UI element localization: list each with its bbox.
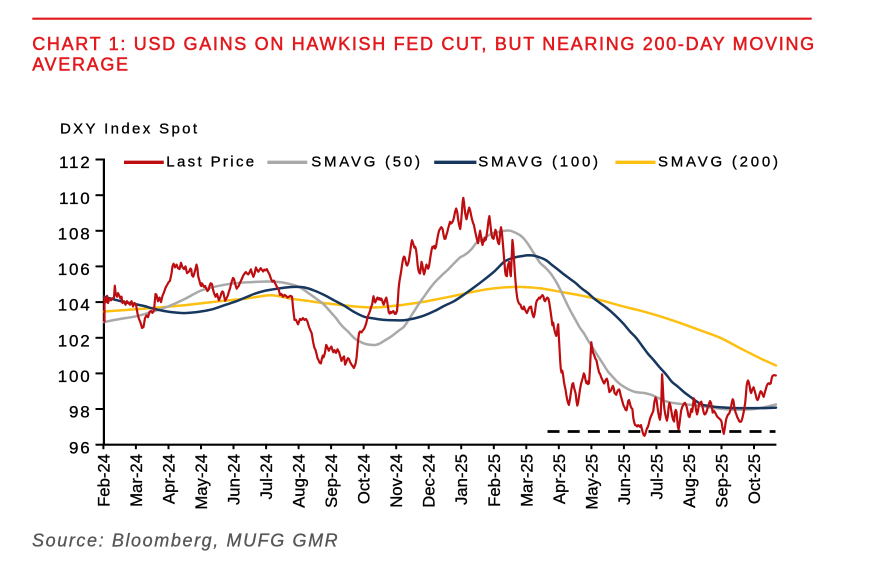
svg-text:102: 102 xyxy=(58,331,92,350)
svg-text:Aug-25: Aug-25 xyxy=(680,454,699,508)
svg-text:Feb-24: Feb-24 xyxy=(94,454,113,507)
svg-text:CHART 1: USD GAINS ON HAWKISH: CHART 1: USD GAINS ON HAWKISH FED CUT, B… xyxy=(32,34,816,54)
svg-text:Jul-24: Jul-24 xyxy=(257,454,276,499)
svg-text:112: 112 xyxy=(59,153,92,172)
svg-text:SMAVG (100): SMAVG (100) xyxy=(478,153,601,170)
svg-text:110: 110 xyxy=(59,189,92,208)
svg-text:Dec-24: Dec-24 xyxy=(420,454,439,508)
svg-text:100: 100 xyxy=(58,367,92,386)
svg-text:Oct-25: Oct-25 xyxy=(745,454,764,504)
svg-text:Mar-25: Mar-25 xyxy=(517,454,536,507)
svg-text:AVERAGE: AVERAGE xyxy=(32,55,130,75)
svg-text:SMAVG (50): SMAVG (50) xyxy=(311,153,422,170)
svg-text:Jul-25: Jul-25 xyxy=(647,454,666,499)
svg-text:106: 106 xyxy=(58,260,92,279)
svg-text:Nov-24: Nov-24 xyxy=(387,454,406,508)
svg-text:Aug-24: Aug-24 xyxy=(290,454,309,508)
svg-text:Sep-24: Sep-24 xyxy=(322,454,341,508)
svg-text:Jun-25: Jun-25 xyxy=(615,454,634,505)
svg-text:Last Price: Last Price xyxy=(166,153,256,170)
svg-text:Apr-24: Apr-24 xyxy=(160,454,179,504)
svg-text:Jan-25: Jan-25 xyxy=(452,454,471,505)
svg-text:May-24: May-24 xyxy=(192,454,211,510)
svg-text:Apr-25: Apr-25 xyxy=(550,454,569,504)
svg-text:104: 104 xyxy=(58,296,92,315)
svg-text:DXY Index Spot: DXY Index Spot xyxy=(60,121,199,138)
svg-text:Source: Bloomberg, MUFG GMR: Source: Bloomberg, MUFG GMR xyxy=(32,531,339,551)
svg-text:Mar-24: Mar-24 xyxy=(127,454,146,507)
svg-text:SMAVG (200): SMAVG (200) xyxy=(658,153,781,170)
svg-text:Sep-25: Sep-25 xyxy=(713,454,732,508)
svg-text:108: 108 xyxy=(58,224,92,243)
svg-text:96: 96 xyxy=(69,438,92,457)
svg-text:Oct-24: Oct-24 xyxy=(355,454,374,504)
svg-text:Jun-24: Jun-24 xyxy=(225,454,244,505)
svg-text:May-25: May-25 xyxy=(582,454,601,510)
svg-text:Feb-25: Feb-25 xyxy=(485,454,504,507)
svg-text:98: 98 xyxy=(69,403,92,422)
